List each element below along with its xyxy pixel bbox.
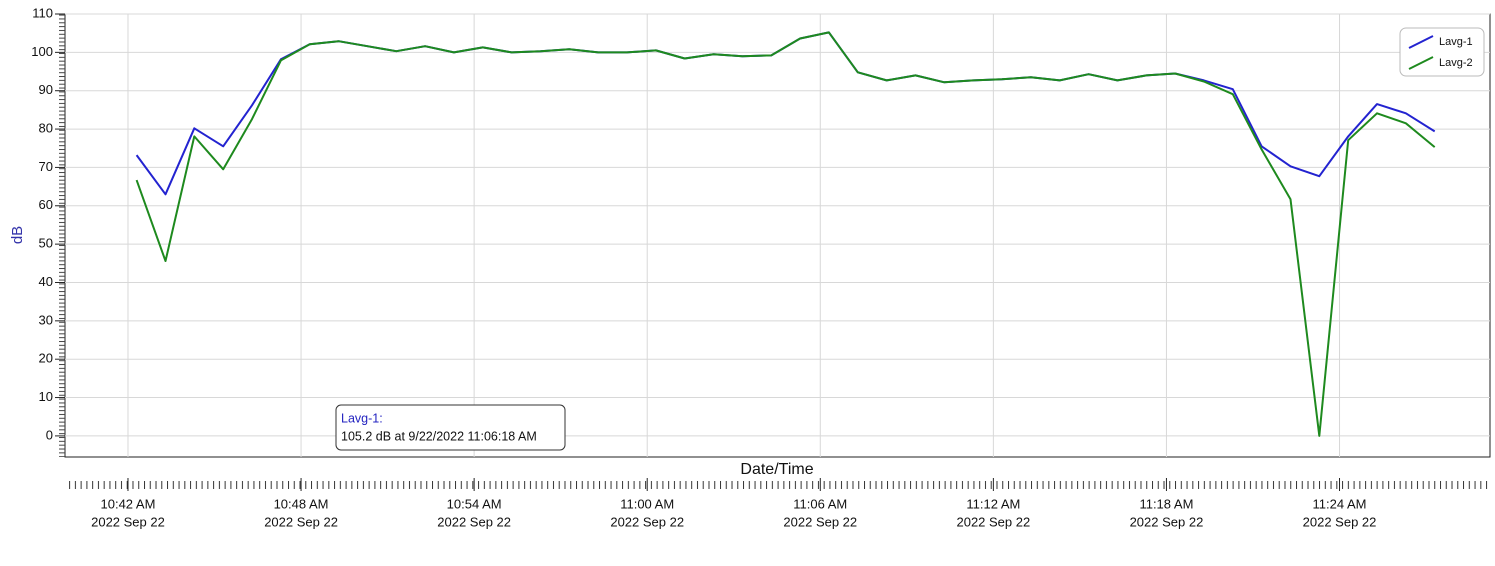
y-minor-ticks — [59, 14, 65, 457]
x-tick-label: 11:18 AM — [1139, 496, 1193, 511]
y-tick-label: 10 — [39, 389, 53, 404]
tooltip-box — [335, 404, 566, 451]
legend: Lavg-1 Lavg-2 — [1399, 27, 1485, 77]
x-tick-label: 11:12 AM — [966, 496, 1020, 511]
y-tick-label: 70 — [39, 159, 53, 174]
x-tick-label: 11:24 AM — [1313, 496, 1367, 511]
y-tick-label: 110 — [32, 5, 53, 20]
x-tick-date: 2022 Sep 22 — [1303, 514, 1377, 529]
legend-swatch — [1408, 35, 1434, 49]
tooltip-text: 105.2 dB at 9/22/2022 11:06:18 AM — [341, 429, 537, 443]
lines — [135, 31, 1436, 437]
x-tick-label: 10:48 AM — [274, 496, 329, 511]
tooltip: Lavg-1: 105.2 dB at 9/22/2022 11:06:18 A… — [335, 404, 566, 451]
y-tick-label: 40 — [39, 274, 53, 289]
x-tick-label: 11:06 AM — [793, 496, 847, 511]
x-minor-ticks — [65, 481, 1490, 489]
x-tick-date: 2022 Sep 22 — [783, 514, 857, 529]
tooltip-title: Lavg-1: — [341, 411, 383, 425]
x-tick-date: 2022 Sep 22 — [91, 514, 165, 529]
grid — [65, 13, 1490, 457]
legend-swatch — [1408, 56, 1434, 70]
legend-label: Lavg-2 — [1439, 57, 1473, 69]
y-tick-label: 0 — [46, 427, 53, 442]
x-tick-label: 10:54 AM — [447, 496, 502, 511]
x-tick-label: 10:42 AM — [101, 496, 156, 511]
y-tick-label: 80 — [39, 121, 53, 136]
x-tick-date: 2022 Sep 22 — [437, 514, 511, 529]
plot-area — [64, 13, 1491, 458]
y-tick-label: 50 — [39, 236, 53, 251]
y-tick-label: 30 — [39, 312, 53, 327]
y-tick-label: 100 — [31, 44, 53, 59]
x-tick-date: 2022 Sep 22 — [956, 514, 1030, 529]
y-tick-label: 20 — [39, 351, 53, 366]
x-tick-date: 2022 Sep 22 — [610, 514, 684, 529]
y-axis-label: dB — [9, 226, 26, 244]
x-tick-label: 11:00 AM — [620, 496, 674, 511]
series-line — [135, 31, 1436, 437]
x-tick-date: 2022 Sep 22 — [264, 514, 338, 529]
x-tick-date: 2022 Sep 22 — [1130, 514, 1204, 529]
y-tick-label: 60 — [39, 197, 53, 212]
y-tick-label: 90 — [39, 82, 53, 97]
legend-label: Lavg-1 — [1439, 36, 1473, 48]
x-axis-label: Date/Time — [740, 461, 813, 478]
